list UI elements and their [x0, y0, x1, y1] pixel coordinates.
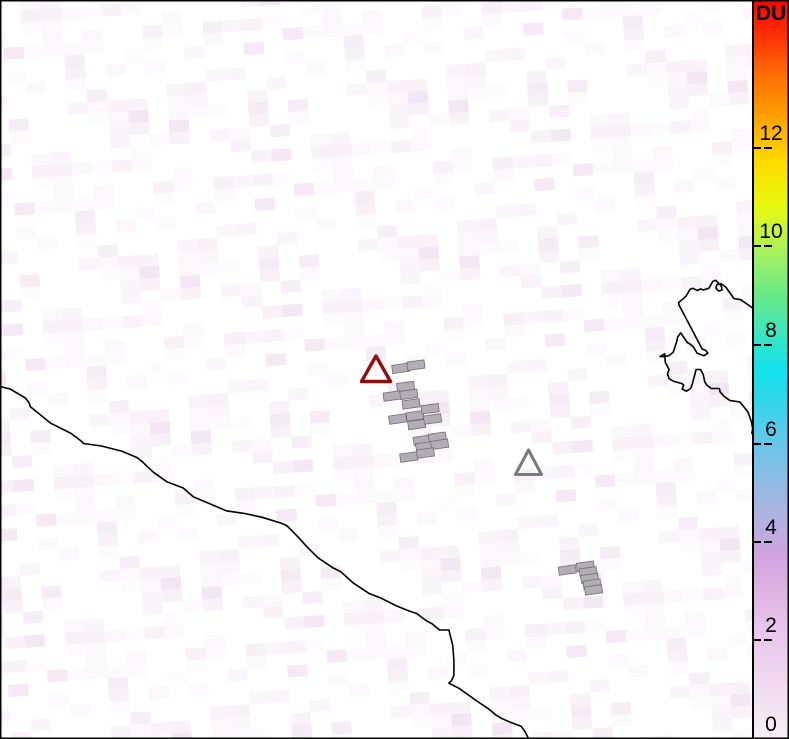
svg-text:2: 2 [765, 614, 777, 637]
svg-text:10: 10 [759, 220, 782, 243]
svg-text:0: 0 [765, 713, 777, 736]
svg-text:4: 4 [765, 516, 777, 539]
svg-text:8: 8 [765, 319, 777, 342]
svg-text:12: 12 [759, 122, 782, 145]
svg-text:DU: DU [756, 2, 786, 25]
svg-text:6: 6 [765, 418, 777, 441]
